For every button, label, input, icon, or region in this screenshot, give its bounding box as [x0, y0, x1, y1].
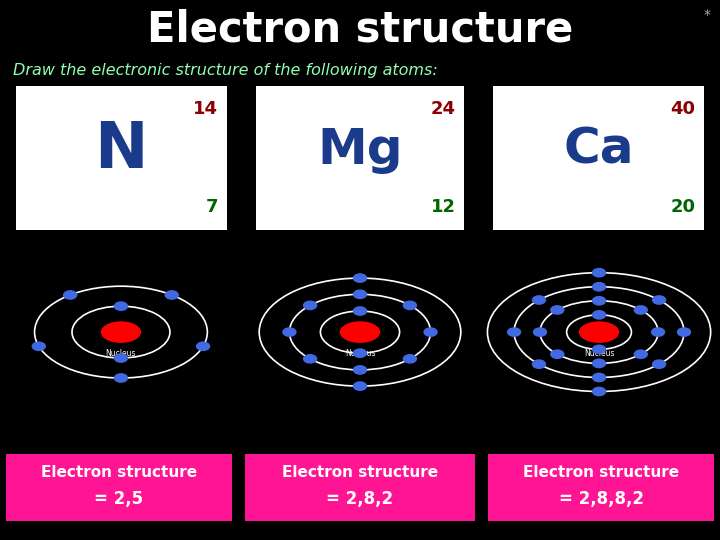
FancyBboxPatch shape [488, 454, 714, 521]
Ellipse shape [592, 373, 606, 382]
Ellipse shape [677, 327, 691, 337]
Text: = 2,8,2: = 2,8,2 [326, 490, 394, 508]
Ellipse shape [353, 273, 367, 283]
Ellipse shape [114, 301, 128, 311]
Ellipse shape [340, 321, 380, 343]
Ellipse shape [652, 295, 666, 305]
FancyBboxPatch shape [6, 454, 232, 521]
FancyBboxPatch shape [493, 86, 704, 230]
Ellipse shape [32, 341, 46, 351]
Text: N: N [94, 119, 148, 181]
Ellipse shape [533, 327, 547, 337]
Text: Electron structure: Electron structure [147, 9, 573, 51]
Ellipse shape [592, 282, 606, 292]
Text: Ca: Ca [564, 126, 634, 174]
Ellipse shape [550, 305, 564, 315]
Ellipse shape [402, 301, 417, 310]
Text: 20: 20 [670, 198, 696, 216]
Ellipse shape [592, 296, 606, 306]
Ellipse shape [592, 387, 606, 396]
Ellipse shape [101, 321, 141, 343]
Ellipse shape [353, 365, 367, 375]
Text: *: * [703, 8, 711, 22]
Ellipse shape [550, 349, 564, 359]
Ellipse shape [652, 359, 666, 369]
Ellipse shape [651, 327, 665, 337]
Ellipse shape [634, 349, 648, 359]
Text: 12: 12 [431, 198, 456, 216]
Text: Electron structure: Electron structure [282, 465, 438, 480]
Ellipse shape [353, 348, 367, 358]
Ellipse shape [402, 354, 417, 363]
Ellipse shape [303, 301, 318, 310]
Ellipse shape [63, 290, 77, 300]
Ellipse shape [303, 354, 318, 363]
Ellipse shape [634, 305, 648, 315]
Text: Electron structure: Electron structure [41, 465, 197, 480]
Ellipse shape [592, 268, 606, 278]
Text: Nucleus: Nucleus [345, 349, 375, 359]
Ellipse shape [592, 345, 606, 354]
Ellipse shape [114, 373, 128, 383]
Ellipse shape [165, 290, 179, 300]
Ellipse shape [507, 327, 521, 337]
Text: 24: 24 [431, 100, 456, 118]
Text: Nucleus: Nucleus [106, 349, 136, 359]
Ellipse shape [353, 381, 367, 391]
Text: Draw the electronic structure of the following atoms:: Draw the electronic structure of the fol… [13, 63, 438, 78]
FancyBboxPatch shape [245, 454, 475, 521]
Text: Mg: Mg [318, 126, 402, 174]
Text: 7: 7 [206, 198, 218, 216]
Ellipse shape [592, 310, 606, 320]
Ellipse shape [579, 321, 619, 343]
Text: Nucleus: Nucleus [584, 349, 614, 359]
Ellipse shape [114, 353, 128, 363]
Text: = 2,8,8,2: = 2,8,8,2 [559, 490, 644, 508]
Ellipse shape [353, 306, 367, 316]
Ellipse shape [353, 289, 367, 299]
Text: 14: 14 [193, 100, 218, 118]
Ellipse shape [423, 327, 438, 337]
Text: 40: 40 [670, 100, 696, 118]
Ellipse shape [282, 327, 297, 337]
Ellipse shape [532, 295, 546, 305]
Text: Electron structure: Electron structure [523, 465, 679, 480]
Ellipse shape [592, 359, 606, 368]
FancyBboxPatch shape [16, 86, 227, 230]
Text: = 2,5: = 2,5 [94, 490, 143, 508]
FancyBboxPatch shape [256, 86, 464, 230]
Ellipse shape [196, 341, 210, 351]
Ellipse shape [532, 359, 546, 369]
